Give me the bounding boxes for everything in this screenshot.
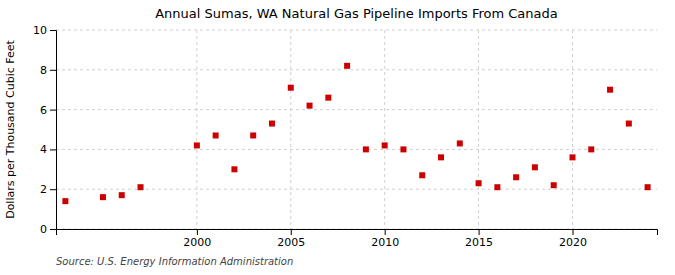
tick-label: 0 [40,223,47,236]
point [626,121,632,127]
point [213,132,219,138]
tick: 10 [33,24,56,37]
tick-label: 2 [40,183,47,196]
tick: 2000 [183,229,211,249]
point [119,192,125,198]
points [62,63,650,204]
grid-line [478,30,479,229]
axis-line [57,230,658,236]
y-axis-title: Dollars per Thousand Cubic Feet [4,39,17,218]
point [588,146,594,152]
point [532,164,538,170]
point [569,154,575,160]
tick: 2005 [277,229,305,249]
tick: 0 [40,223,56,236]
grid-line [290,30,291,229]
point [231,166,237,172]
tick-label: 8 [40,64,47,77]
grid-line [56,109,657,110]
tick-mark [50,70,56,71]
tick-mark [385,229,386,235]
tick: 2 [40,183,56,196]
tick-mark [50,189,56,190]
point [307,103,313,109]
tick-mark [50,149,56,150]
point [645,184,651,190]
tick-label: 4 [40,143,47,156]
point [138,184,144,190]
point [62,198,68,204]
point [382,142,388,148]
annotation: Source: U.S. Energy Information Administ… [56,256,293,267]
point [457,140,463,146]
grid-line [56,189,657,190]
tick-mark [291,229,292,235]
tick: 2010 [371,229,399,249]
point [250,132,256,138]
tick-label: 2020 [559,236,587,249]
tick-mark [50,110,56,111]
point [325,95,331,101]
point [344,63,350,69]
x-axis: 2000 2005 2010 2015 2020 [57,229,658,249]
point [607,87,613,93]
axis-line [50,31,57,230]
point [551,182,557,188]
point [269,121,275,127]
grid-line [56,30,657,31]
tick-label: 6 [40,104,47,117]
tick-label: 2015 [465,236,493,249]
point [194,142,200,148]
grid [56,30,657,229]
point [419,172,425,178]
grid-line [56,69,657,70]
tick-label: 2005 [277,236,305,249]
tick: 6 [40,104,56,117]
tick: 2020 [559,229,587,249]
grid-line [572,30,573,229]
tick-mark [572,229,573,235]
point [100,194,106,200]
point [363,146,369,152]
point [513,174,519,180]
chart: 2000 2005 2010 2015 2020 0 2 4 6 8 10 Annual Sumas,… [0,0,675,275]
grid-line [56,149,657,150]
tick-mark [50,30,56,31]
point [476,180,482,186]
tick-label: 2010 [371,236,399,249]
tick-mark [50,229,56,230]
point [438,154,444,160]
tick-mark [479,229,480,235]
tick-mark [197,229,198,235]
point [288,85,294,91]
point [400,146,406,152]
y-axis: 0 2 4 6 8 10 [33,24,57,236]
tick: 4 [40,143,56,156]
grid-line [196,30,197,229]
grid-line [384,30,385,229]
plot: 2000 2005 2010 2015 2020 0 2 4 6 8 10 [33,24,658,249]
tick-label: 10 [33,24,47,37]
point [494,184,500,190]
tick: 8 [40,64,56,77]
tick-label: 2000 [183,236,211,249]
title: Annual Sumas, WA Natural Gas Pipeline Im… [155,6,558,21]
tick: 2015 [465,229,493,249]
